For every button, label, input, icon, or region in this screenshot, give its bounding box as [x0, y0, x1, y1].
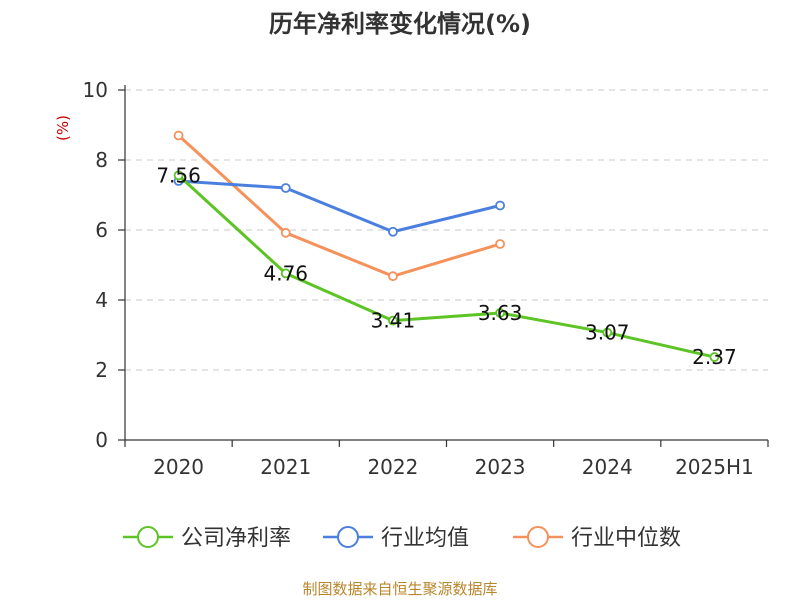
data-label: 7.56: [156, 163, 201, 187]
series-line: [177, 174, 715, 359]
y-axis-label: (%): [54, 115, 72, 141]
data-label: 3.07: [585, 321, 630, 345]
data-label: 2.37: [692, 345, 737, 369]
legend-marker: [137, 526, 159, 548]
y-tick-label: 0: [95, 428, 108, 452]
x-tick-label: 2024: [582, 455, 633, 479]
data-point: [602, 327, 613, 338]
y-tick-label: 4: [95, 288, 108, 312]
series-line: [178, 179, 501, 234]
data-point: [280, 227, 291, 238]
x-tick-label: 2023: [475, 455, 526, 479]
legend-label: 行业中位数: [571, 526, 681, 551]
data-point: [173, 170, 184, 181]
data-point: [280, 183, 291, 193]
y-tick-label: 6: [95, 218, 108, 242]
data-point: [495, 308, 505, 318]
series-line: [177, 134, 501, 278]
x-tick-label: 2020: [153, 455, 204, 479]
y-tick-label: 10: [83, 78, 108, 102]
data-point: [280, 268, 291, 279]
source-note: 制图数据来自恒生聚源数据库: [302, 580, 498, 598]
legend-marker: [337, 526, 359, 548]
data-point: [388, 315, 398, 326]
data-point: [495, 239, 505, 249]
data-point: [388, 271, 398, 282]
data-point: [173, 130, 184, 141]
data-point: [388, 226, 398, 237]
y-tick-label: 2: [95, 358, 108, 382]
data-point: [709, 352, 720, 362]
data-point: [495, 200, 505, 211]
legend-label: 公司净利率: [181, 526, 291, 551]
chart-title: 历年净利率变化情况(%): [269, 10, 531, 38]
x-tick-label: 2022: [367, 455, 418, 479]
x-tick-label: 2025H1: [675, 455, 754, 479]
data-label: 4.76: [263, 261, 308, 285]
legend-label: 行业均值: [381, 526, 469, 551]
data-label: 3.41: [371, 309, 416, 333]
legend-marker: [527, 526, 549, 548]
y-tick-label: 8: [95, 148, 108, 172]
x-tick-label: 2021: [260, 455, 311, 479]
data-label: 3.63: [478, 301, 523, 325]
